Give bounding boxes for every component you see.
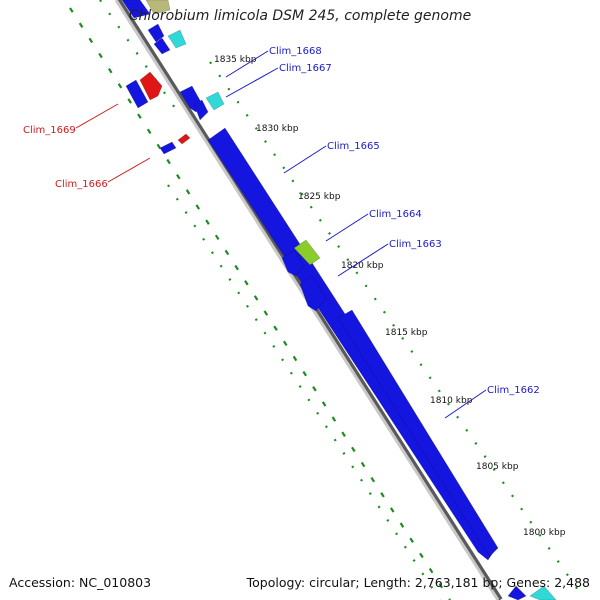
scale-tick-label: 1810 kbp — [430, 396, 473, 406]
scale-tick-label: 1800 kbp — [523, 528, 566, 538]
gene-bottom-rna — [529, 585, 557, 600]
label-clim-1663: Clim_1663 — [389, 239, 442, 250]
gene-clim-1666-fwd — [159, 141, 177, 155]
scale-ticks: 1835 kbp 1830 kbp 1825 kbp 1820 kbp 1815 kbp… — [214, 55, 566, 538]
gene-clim-1667-b — [193, 99, 209, 121]
scale-tick-label: 1815 kbp — [385, 328, 428, 338]
gene-right-small-b — [281, 249, 305, 277]
label-clim-1664: Clim_1664 — [369, 209, 422, 220]
label-clim-1668: Clim_1668 — [269, 46, 322, 57]
scale-tick-label: 1825 kbp — [298, 192, 341, 202]
label-clim-1665: Clim_1665 — [327, 141, 380, 152]
gene-top-b — [147, 23, 165, 43]
label-clim-1666: Clim_1666 — [55, 179, 108, 190]
gene-right-small-a — [299, 275, 327, 312]
label-clim-1664-leader — [325, 213, 369, 242]
gene-top-c — [153, 37, 171, 55]
gene-top-rna — [167, 29, 187, 49]
label-clim-1662: Clim_1662 — [487, 385, 540, 396]
gene-labels: Clim_1668 Clim_1667 Clim_1665 Clim_1664 Clim… — [23, 46, 540, 419]
label-clim-1668-leader — [225, 50, 269, 78]
gene-clim-1662 — [337, 309, 499, 557]
label-clim-1665-leader — [283, 145, 327, 174]
label-clim-1669-leader — [75, 103, 119, 129]
accession-text: Accession: NC_010803 — [9, 575, 152, 590]
gene-clim-1666 — [177, 133, 191, 145]
label-clim-1667-leader — [225, 67, 279, 98]
gene-clim-1664 — [293, 239, 321, 266]
gene-top-a — [121, 0, 151, 19]
gene-bottom-a — [507, 585, 527, 600]
scale-tick-label: 1805 kbp — [476, 462, 519, 472]
gene-top-olive — [145, 0, 171, 15]
map-title: Chlorobium limicola DSM 245, complete ge… — [128, 8, 472, 24]
gene-features — [121, 0, 557, 600]
genome-summary-text: Topology: circular; Length: 2,763,181 bp… — [246, 575, 590, 590]
label-clim-1666-leader — [107, 157, 151, 183]
scale-tick-label: 1820 kbp — [341, 261, 384, 271]
label-clim-1663-leader — [337, 243, 389, 277]
scale-tick-label: 1830 kbp — [256, 124, 299, 134]
label-clim-1669: Clim_1669 — [23, 125, 76, 136]
gene-clim-1668-rna — [205, 91, 225, 111]
gene-clim-1669 — [139, 71, 163, 101]
outer-dotted-track — [69, 7, 451, 600]
gene-clim-1669-fwd — [125, 79, 149, 109]
label-clim-1662-leader — [444, 389, 487, 419]
scale-tick-label: 1835 kbp — [214, 55, 257, 65]
label-clim-1667: Clim_1667 — [279, 63, 332, 74]
